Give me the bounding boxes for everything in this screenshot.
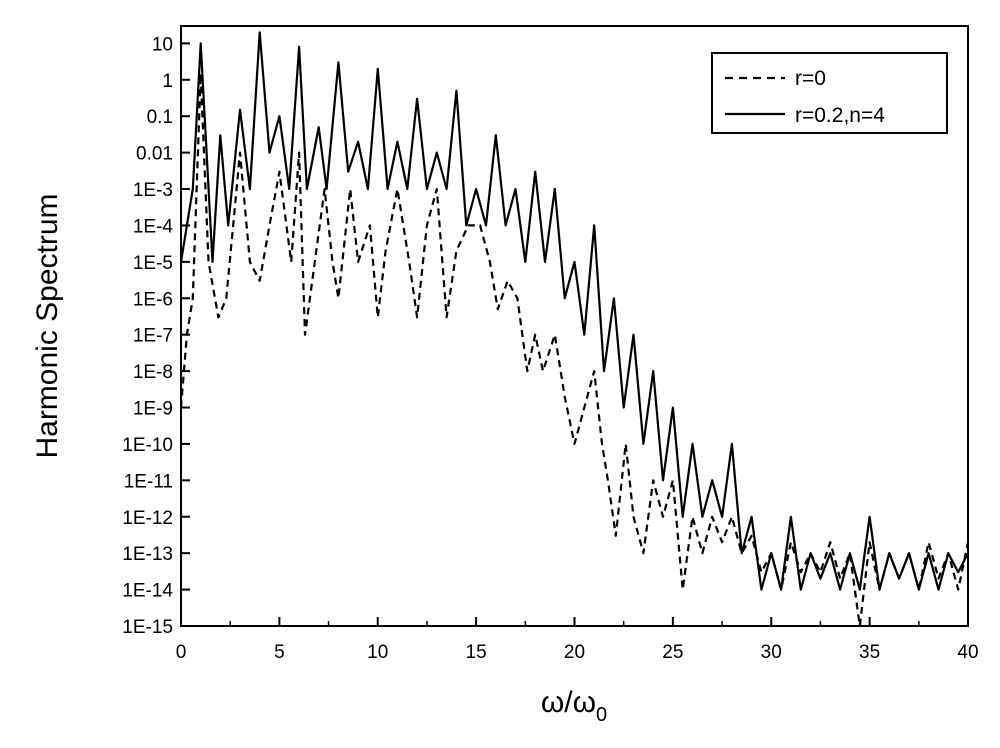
series-layer	[179, 31, 970, 628]
y-tick-label: 10	[152, 34, 173, 55]
y-tick-label: 1E-3	[133, 180, 173, 201]
x-tick-label: 20	[564, 642, 585, 663]
x-tick-label: 30	[761, 642, 782, 663]
y-tick-label: 0.01	[136, 144, 173, 165]
y-tick-label: 1E-15	[122, 617, 173, 638]
x-tick-label: 40	[957, 642, 978, 663]
y-tick-label: 1E-13	[122, 544, 173, 565]
series-line-r0	[179, 72, 970, 628]
y-tick-label: 1E-4	[133, 216, 174, 237]
x-tick-label: 35	[859, 642, 880, 663]
legend-label-r0: r=0	[795, 67, 826, 90]
y-tick-label: 1	[162, 71, 173, 92]
y-tick-label: 1E-7	[133, 326, 173, 347]
x-tick-label: 15	[466, 642, 487, 663]
y-tick-label: 1E-5	[133, 253, 173, 274]
x-axis-title-main: ω/ω	[541, 686, 596, 719]
y-tick-label: 1E-10	[122, 435, 173, 456]
y-tick-label: 1E-6	[133, 289, 173, 310]
x-tick-label: 0	[176, 642, 187, 663]
y-tick-label: 0.1	[147, 107, 173, 128]
y-tick-label: 1E-11	[124, 471, 173, 492]
x-tick-label: 5	[274, 642, 285, 663]
x-tick-label: 25	[662, 642, 683, 663]
x-tick-label: 10	[367, 642, 388, 663]
x-axis-title-subscript: 0	[596, 704, 607, 726]
x-axis: 0 5 10 15 20 25 30 35 40	[176, 617, 979, 663]
y-tick-label: 1E-8	[133, 362, 173, 383]
legend-label-r02: r=0.2,n=4	[795, 104, 885, 127]
y-tick-label: 1E-12	[122, 508, 173, 529]
legend: r=0 r=0.2,n=4	[711, 52, 948, 134]
y-tick-label: 1E-14	[122, 581, 173, 602]
y-tick-label: 1E-9	[133, 399, 173, 420]
series-line-r02-n4	[179, 31, 969, 591]
x-axis-title: ω/ω0	[541, 686, 607, 726]
y-axis-title: Harmonic Spectrum	[31, 193, 64, 458]
legend-box	[711, 52, 948, 134]
y-axis: 1E-15 1E-14 1E-13 1E-12 1E-11 1E-10 1E-9 1E-8 1E…	[122, 34, 190, 638]
